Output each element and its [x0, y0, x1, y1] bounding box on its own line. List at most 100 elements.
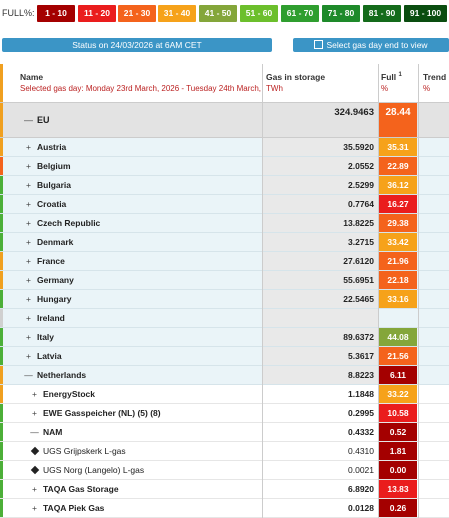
gas-in-storage-value: 0.0128: [348, 503, 374, 513]
trend-column-header[interactable]: Trend: [423, 72, 447, 82]
row-name-label: Netherlands: [37, 370, 87, 380]
collapse-icon[interactable]: —: [30, 427, 39, 437]
expand-icon[interactable]: +: [26, 294, 31, 304]
row-name-label: Ireland: [37, 313, 65, 323]
collapse-icon[interactable]: —: [24, 115, 33, 125]
status-label: Status on 24/03/2026 at 6AM CET: [72, 40, 202, 50]
gas-in-storage-value: 13.8225: [343, 218, 374, 228]
full-header-label: Full: [381, 72, 397, 82]
gas-cell-bg: [262, 442, 378, 460]
table-row[interactable]: + Denmark 3.2715 33.42: [0, 233, 449, 252]
row-status-marker: [0, 214, 3, 232]
table-row[interactable]: + Germany 55.6951 22.18: [0, 271, 449, 290]
row-name-label: EnergyStock: [43, 389, 95, 399]
row-name: + Austria: [24, 138, 66, 156]
row-status-marker: [0, 271, 3, 289]
gas-col-divider: [262, 64, 263, 518]
table-row[interactable]: — Netherlands 8.8223 6.11: [0, 366, 449, 385]
expand-icon[interactable]: +: [26, 275, 31, 285]
table-row[interactable]: + Belgium 2.0552 22.89: [0, 157, 449, 176]
expand-icon[interactable]: +: [26, 180, 31, 190]
row-status-marker: [0, 366, 3, 384]
full-percent-value: 33.42: [379, 233, 417, 251]
expand-icon[interactable]: +: [26, 142, 31, 152]
full-percent-value: 44.08: [379, 328, 417, 346]
expand-icon[interactable]: +: [32, 503, 37, 513]
gas-in-storage-value: 0.4332: [348, 427, 374, 437]
row-name-label: Austria: [37, 142, 67, 152]
storage-site-icon: [30, 446, 40, 456]
row-name-label: EU: [37, 115, 50, 125]
legend-chip: 51 - 60: [240, 5, 278, 22]
expand-icon[interactable]: +: [26, 161, 31, 171]
row-status-marker: [0, 480, 3, 498]
table-row[interactable]: + Croatia 0.7764 16.27: [0, 195, 449, 214]
gas-in-storage-value: 55.6951: [343, 275, 374, 285]
gas-cell-bg: [262, 176, 378, 194]
legend-chip: 61 - 70: [281, 5, 319, 22]
table-row[interactable]: + EnergyStock 1.1848 33.22: [0, 385, 449, 404]
gas-in-storage-value: 35.5920: [343, 142, 374, 152]
gas-column-header[interactable]: Gas in storage: [266, 72, 326, 82]
row-status-marker: [0, 347, 3, 365]
legend-chip: 41 - 50: [199, 5, 237, 22]
expand-icon[interactable]: +: [26, 256, 31, 266]
gas-in-storage-value: 8.8223: [348, 370, 374, 380]
full-col-divider: [378, 64, 379, 518]
table-row[interactable]: UGS Norg (Langelo) L-gas 0.0021 0.00: [0, 461, 449, 480]
row-status-marker: [0, 423, 3, 441]
table-row[interactable]: + Austria 35.5920 35.31: [0, 138, 449, 157]
full-column-header[interactable]: Full 1: [381, 72, 402, 82]
table-row[interactable]: + EWE Gasspeicher (NL) (5) (8) 0.2995 10.58: [0, 404, 449, 423]
gas-cell-bg: [262, 404, 378, 422]
gas-cell-bg: [262, 328, 378, 346]
status-button[interactable]: Status on 24/03/2026 at 6AM CET: [2, 38, 272, 52]
table-row[interactable]: UGS Grijpskerk L-gas 0.4310 1.81: [0, 442, 449, 461]
table-row[interactable]: + Italy 89.6372 44.08: [0, 328, 449, 347]
expand-icon[interactable]: +: [32, 484, 37, 494]
gas-cell-bg: [262, 423, 378, 441]
table-row[interactable]: + Czech Republic 13.8225 29.38: [0, 214, 449, 233]
row-name: + Czech Republic: [24, 214, 100, 232]
eu-total-row[interactable]: — EU 324.9463 28.44: [0, 103, 449, 138]
row-status-marker: [0, 176, 3, 194]
name-column-header[interactable]: Name: [20, 72, 44, 82]
row-name: + Denmark: [24, 233, 73, 251]
row-name: + Croatia: [24, 195, 66, 213]
select-gas-day-button[interactable]: Select gas day end to view: [293, 38, 449, 52]
expand-icon[interactable]: +: [26, 332, 31, 342]
expand-icon[interactable]: +: [26, 218, 31, 228]
table-row[interactable]: + Bulgaria 2.5299 36.12: [0, 176, 449, 195]
gas-cell-bg: [262, 214, 378, 232]
row-name: + TAQA Gas Storage: [30, 480, 119, 498]
row-status-marker: [0, 328, 3, 346]
table-row[interactable]: + Latvia 5.3617 21.56: [0, 347, 449, 366]
gas-in-storage-value: 324.9463: [334, 107, 374, 118]
fill-legend: FULL%: 1 - 10 11 - 20 21 - 30 31 - 40 41 - 5…: [0, 0, 449, 30]
expand-icon[interactable]: +: [26, 351, 31, 361]
table-row[interactable]: + Ireland: [0, 309, 449, 328]
row-name: + France: [24, 252, 65, 270]
full-footnote: 1: [398, 72, 402, 79]
table-row[interactable]: + TAQA Piek Gas 0.0128 0.26: [0, 499, 449, 518]
legend-chip: 21 - 30: [118, 5, 156, 22]
gas-cell-bg: [262, 252, 378, 270]
header-side-marker: [0, 64, 3, 102]
legend-chip: 11 - 20: [78, 5, 116, 22]
table-row[interactable]: — NAM 0.4332 0.52: [0, 423, 449, 442]
collapse-icon[interactable]: —: [24, 370, 33, 380]
gas-in-storage-value: 2.5299: [348, 180, 374, 190]
table-row[interactable]: + France 27.6120 21.96: [0, 252, 449, 271]
expand-icon[interactable]: +: [26, 199, 31, 209]
gas-cell-bg: [262, 138, 378, 156]
expand-icon[interactable]: +: [26, 313, 31, 323]
table-row[interactable]: + Hungary 22.5465 33.16: [0, 290, 449, 309]
expand-icon[interactable]: +: [32, 389, 37, 399]
expand-icon[interactable]: +: [32, 408, 37, 418]
table-row[interactable]: + TAQA Gas Storage 6.8920 13.83: [0, 480, 449, 499]
full-percent-value: 16.27: [379, 195, 417, 213]
expand-icon[interactable]: +: [26, 237, 31, 247]
full-percent-value: 33.16: [379, 290, 417, 308]
row-status-marker: [0, 252, 3, 270]
full-percent-value: 6.11: [379, 366, 417, 384]
